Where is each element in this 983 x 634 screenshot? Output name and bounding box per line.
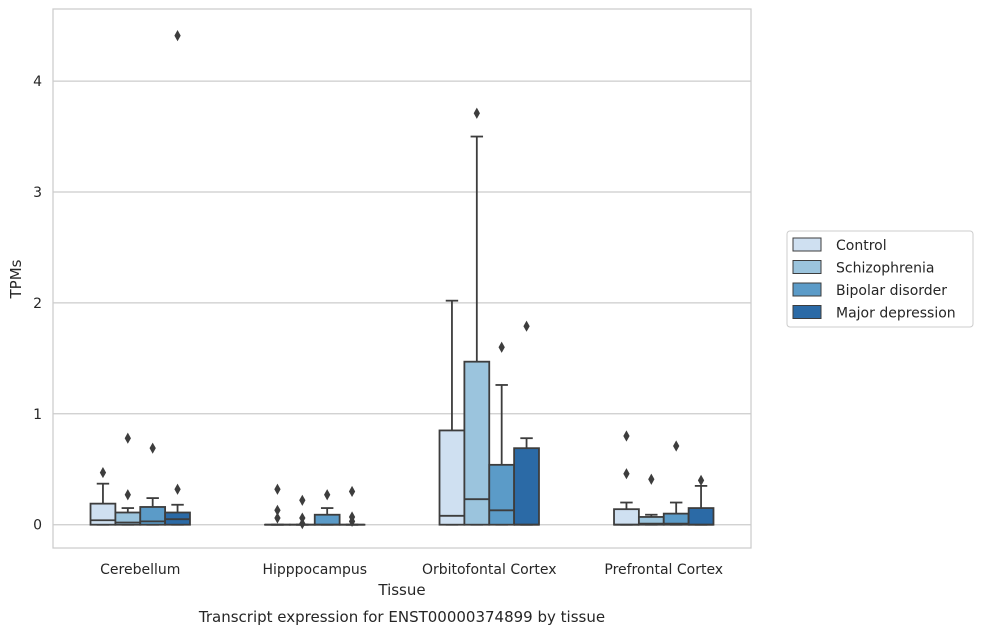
legend-swatch bbox=[792, 282, 822, 297]
box-group bbox=[637, 473, 665, 526]
x-tick-label: Orbitofontal Cortex bbox=[422, 562, 557, 578]
outlier-point bbox=[274, 504, 281, 516]
box-group bbox=[613, 430, 640, 526]
box bbox=[313, 513, 341, 526]
outlier-point bbox=[673, 440, 680, 452]
y-tick-label: 4 bbox=[33, 74, 42, 90]
outlier-point bbox=[523, 320, 530, 332]
box bbox=[687, 507, 715, 526]
outlier-point bbox=[299, 494, 306, 506]
y-tick-labels: 0 1 2 3 4 bbox=[33, 74, 42, 534]
outlier-point bbox=[124, 432, 131, 444]
outlier-point bbox=[697, 474, 705, 486]
x-tick-label: Cerebellum bbox=[100, 562, 180, 578]
y-tick-label: 1 bbox=[33, 407, 42, 423]
outlier-point bbox=[348, 485, 356, 498]
box bbox=[513, 447, 540, 526]
outlier-point bbox=[174, 483, 181, 495]
box-group bbox=[264, 483, 291, 526]
legend-swatch bbox=[792, 260, 822, 274]
outlier-point bbox=[274, 512, 281, 524]
box-group bbox=[288, 494, 316, 530]
outlier-point bbox=[623, 468, 630, 480]
outlier-point bbox=[473, 107, 480, 119]
box bbox=[488, 463, 516, 526]
chart-title: Transcript expression for ENST0000037489… bbox=[198, 608, 605, 626]
legend: Control Schizophrenia Bipolar disorder Majo… bbox=[786, 230, 974, 328]
outlier-point bbox=[648, 473, 655, 485]
boxes bbox=[89, 30, 715, 530]
y-axis-label: TPMs bbox=[7, 259, 25, 299]
y-tick-label: 0 bbox=[33, 518, 42, 534]
outlier-point bbox=[124, 489, 131, 501]
outlier-point bbox=[348, 515, 356, 527]
box-group bbox=[488, 341, 516, 526]
legend-label: Bipolar disorder bbox=[836, 283, 947, 299]
box-group bbox=[662, 440, 690, 526]
y-tick-label: 2 bbox=[33, 296, 42, 312]
outlier-point bbox=[623, 430, 630, 442]
legend-label: Major depression bbox=[836, 306, 956, 322]
outlier-point bbox=[174, 30, 181, 42]
x-tick-label: Prefrontal Cortex bbox=[604, 562, 723, 578]
y-tick-label: 3 bbox=[33, 185, 42, 201]
box-group bbox=[463, 107, 491, 526]
box-group bbox=[513, 320, 540, 526]
x-tick-label: Hipppocampus bbox=[262, 562, 367, 578]
legend-label: Control bbox=[836, 238, 887, 254]
box bbox=[613, 508, 640, 526]
box-group bbox=[164, 30, 191, 526]
legend-swatch bbox=[792, 237, 822, 252]
box-group bbox=[687, 474, 715, 526]
legend-swatch bbox=[792, 305, 822, 319]
box-group bbox=[338, 485, 366, 527]
outlier-point bbox=[299, 518, 306, 530]
x-tick-labels: Cerebellum Hipppocampus Orbitofontal Corte… bbox=[100, 562, 723, 578]
box bbox=[463, 360, 491, 526]
plot-area bbox=[52, 8, 752, 549]
box-group bbox=[114, 432, 142, 526]
outlier-point bbox=[274, 483, 281, 495]
box-group bbox=[139, 442, 167, 526]
legend-frame bbox=[786, 230, 974, 328]
box bbox=[89, 502, 117, 526]
box bbox=[438, 429, 466, 526]
x-axis-label: Tissue bbox=[377, 581, 425, 599]
outlier-point bbox=[498, 341, 505, 353]
outlier-point bbox=[324, 489, 331, 501]
box-group bbox=[313, 489, 341, 526]
outlier-point bbox=[99, 466, 107, 479]
outlier-point bbox=[149, 442, 156, 454]
legend-label: Schizophrenia bbox=[836, 261, 934, 277]
